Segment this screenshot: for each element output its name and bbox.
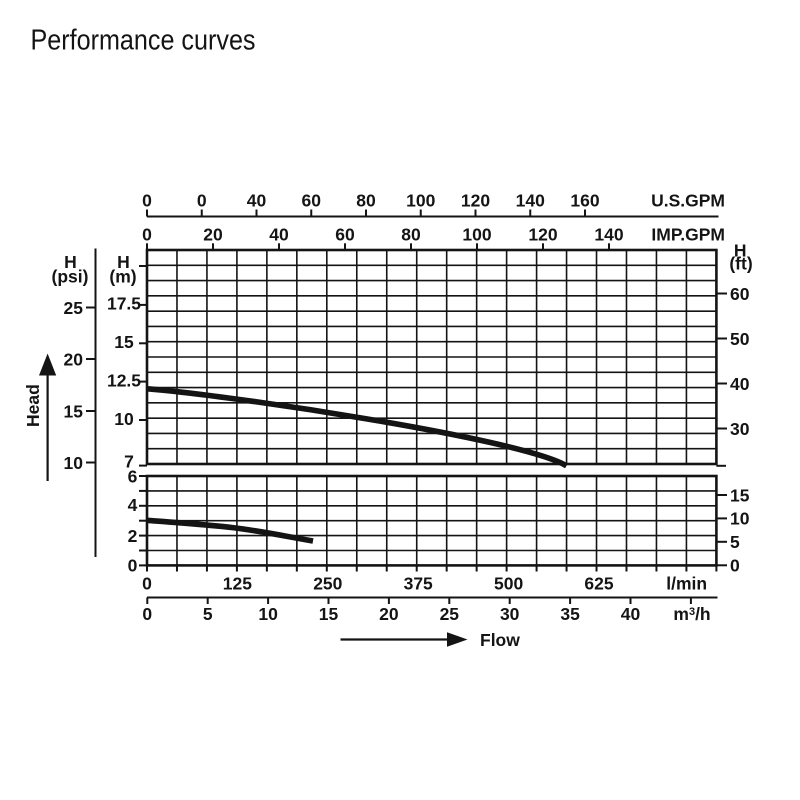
svg-text:5: 5 bbox=[730, 532, 740, 552]
svg-text:12.5: 12.5 bbox=[107, 370, 141, 390]
svg-text:0: 0 bbox=[730, 556, 740, 576]
svg-text:40: 40 bbox=[269, 224, 289, 244]
svg-text:0: 0 bbox=[197, 190, 207, 210]
svg-text:7: 7 bbox=[124, 452, 134, 472]
svg-text:10: 10 bbox=[64, 453, 84, 473]
svg-text:H: H bbox=[117, 252, 130, 272]
svg-text:Performance curves: Performance curves bbox=[31, 25, 256, 57]
svg-text:80: 80 bbox=[356, 190, 376, 210]
svg-text:30: 30 bbox=[500, 604, 520, 624]
svg-text:IMP.GPM: IMP.GPM bbox=[651, 224, 725, 244]
svg-text:40: 40 bbox=[247, 190, 267, 210]
svg-text:100: 100 bbox=[462, 224, 491, 244]
svg-text:H: H bbox=[734, 241, 747, 261]
svg-text:(psi): (psi) bbox=[52, 266, 89, 286]
svg-text:160: 160 bbox=[570, 190, 599, 210]
svg-text:10: 10 bbox=[114, 409, 134, 429]
svg-text:10: 10 bbox=[258, 604, 278, 624]
svg-text:250: 250 bbox=[313, 573, 342, 593]
svg-text:20: 20 bbox=[203, 224, 223, 244]
svg-text:140: 140 bbox=[594, 224, 623, 244]
svg-text:15: 15 bbox=[319, 604, 339, 624]
svg-text:15: 15 bbox=[730, 485, 750, 505]
svg-text:Flow: Flow bbox=[480, 630, 520, 650]
svg-text:25: 25 bbox=[440, 604, 460, 624]
svg-text:60: 60 bbox=[302, 190, 322, 210]
svg-text:17.5: 17.5 bbox=[107, 294, 141, 314]
svg-text:20: 20 bbox=[64, 349, 84, 369]
svg-text:U.S.GPM: U.S.GPM bbox=[651, 190, 725, 210]
svg-text:(ft): (ft) bbox=[729, 254, 752, 274]
svg-text:15: 15 bbox=[64, 401, 84, 421]
svg-text:10: 10 bbox=[730, 509, 750, 529]
svg-text:40: 40 bbox=[621, 604, 641, 624]
svg-text:H: H bbox=[64, 252, 77, 272]
svg-text:60: 60 bbox=[335, 224, 355, 244]
svg-text:375: 375 bbox=[404, 573, 433, 593]
svg-text:80: 80 bbox=[401, 224, 421, 244]
svg-text:100: 100 bbox=[406, 190, 435, 210]
svg-text:140: 140 bbox=[516, 190, 545, 210]
svg-text:120: 120 bbox=[528, 224, 557, 244]
svg-text:(m): (m) bbox=[109, 266, 136, 286]
svg-text:4: 4 bbox=[128, 495, 138, 515]
svg-text:35: 35 bbox=[560, 604, 580, 624]
svg-text:2: 2 bbox=[128, 526, 138, 546]
svg-text:25: 25 bbox=[64, 298, 84, 318]
svg-text:Head: Head bbox=[23, 384, 43, 427]
svg-text:40: 40 bbox=[730, 374, 750, 394]
svg-text:50: 50 bbox=[730, 329, 750, 349]
svg-text:125: 125 bbox=[223, 573, 252, 593]
svg-text:5: 5 bbox=[203, 604, 213, 624]
svg-text:0: 0 bbox=[142, 224, 152, 244]
svg-text:625: 625 bbox=[584, 573, 613, 593]
svg-text:m3/h: m3/h bbox=[673, 604, 710, 624]
svg-text:20: 20 bbox=[379, 604, 399, 624]
svg-text:0: 0 bbox=[142, 604, 152, 624]
svg-text:6: 6 bbox=[128, 467, 138, 487]
svg-text:60: 60 bbox=[730, 284, 750, 304]
svg-text:30: 30 bbox=[730, 419, 750, 439]
svg-text:120: 120 bbox=[461, 190, 490, 210]
svg-text:15: 15 bbox=[114, 332, 134, 352]
svg-text:l/min: l/min bbox=[666, 573, 707, 593]
svg-text:500: 500 bbox=[494, 573, 523, 593]
svg-text:0: 0 bbox=[128, 556, 138, 576]
svg-text:0: 0 bbox=[142, 573, 152, 593]
svg-text:0: 0 bbox=[142, 190, 152, 210]
